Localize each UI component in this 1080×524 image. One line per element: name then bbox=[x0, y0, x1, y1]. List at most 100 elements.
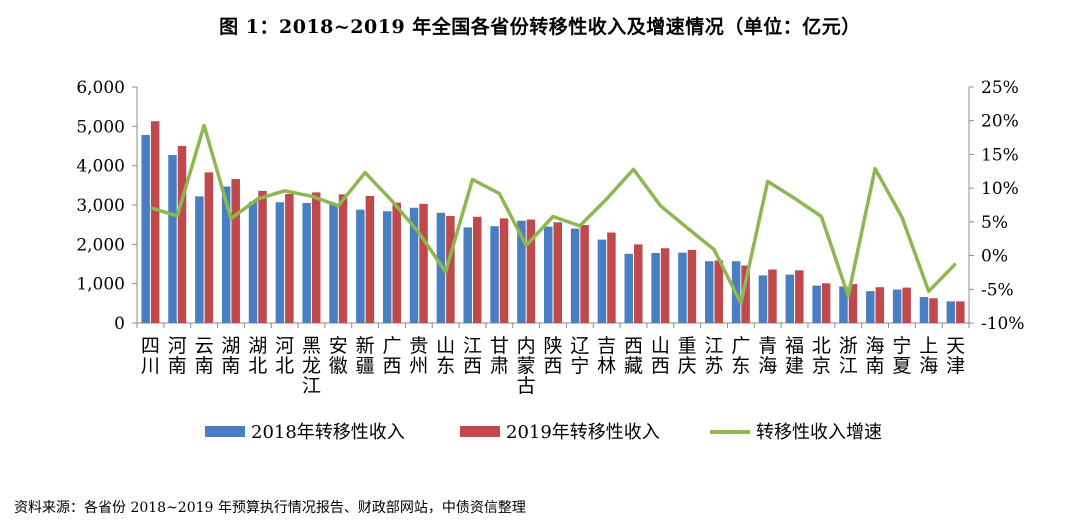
left-tick-label: 2,000 bbox=[76, 235, 125, 255]
category-label: 西 bbox=[543, 355, 562, 377]
category-label: 甘 bbox=[490, 335, 509, 357]
category-label: 江 bbox=[705, 335, 724, 357]
bar-2018 bbox=[141, 134, 150, 323]
right-tick-label: -5% bbox=[981, 280, 1014, 300]
category-label: 宁 bbox=[570, 355, 589, 377]
growth-line bbox=[149, 123, 957, 306]
category-label: 东 bbox=[436, 355, 455, 377]
category-label: 庆 bbox=[678, 355, 697, 377]
category-label: 广 bbox=[382, 335, 401, 357]
category-label: 龙 bbox=[302, 355, 321, 377]
category-label: 云 bbox=[195, 335, 214, 357]
bar-2019 bbox=[258, 190, 267, 323]
bar-2019 bbox=[821, 283, 831, 323]
bar-2018 bbox=[839, 286, 848, 323]
category-label: 广 bbox=[731, 335, 750, 357]
bar-2019 bbox=[446, 216, 455, 323]
bar-2019 bbox=[929, 298, 938, 323]
category-label: 西 bbox=[624, 335, 643, 357]
chart-title: 图 1：2018~2019 年全国各省份转移性收入及增速情况（单位：亿元） bbox=[219, 16, 861, 38]
right-tick-label: 5% bbox=[981, 213, 1008, 233]
category-label: 西 bbox=[651, 355, 670, 377]
left-tick-label: 3,000 bbox=[76, 196, 125, 216]
bar-2018 bbox=[705, 261, 714, 323]
category-label: 宁 bbox=[892, 335, 911, 357]
right-tick-label: 10% bbox=[981, 179, 1019, 199]
bar-2018 bbox=[624, 253, 634, 323]
bar-2018 bbox=[651, 252, 660, 323]
bar-2018 bbox=[517, 220, 526, 323]
bar-2018 bbox=[758, 275, 768, 323]
category-label: 青 bbox=[758, 335, 777, 357]
bar-2018 bbox=[678, 252, 687, 323]
right-tick-label: 0% bbox=[981, 247, 1008, 267]
category-label: 福 bbox=[785, 335, 804, 357]
left-tick-label: 5,000 bbox=[76, 117, 125, 137]
bar-2019 bbox=[768, 269, 777, 323]
category-label: 山 bbox=[651, 335, 670, 357]
bar-2019 bbox=[607, 232, 616, 323]
category-label: 四 bbox=[141, 335, 160, 357]
bar-2018 bbox=[463, 227, 472, 323]
category-label: 苏 bbox=[705, 355, 724, 377]
bar-2019 bbox=[392, 202, 401, 323]
bar-2019 bbox=[311, 192, 321, 323]
bar-2019 bbox=[285, 193, 294, 323]
category-label: 北 bbox=[275, 355, 294, 377]
category-label: 陕 bbox=[543, 335, 562, 357]
bar-2018 bbox=[597, 239, 607, 323]
category-label: 河 bbox=[168, 335, 187, 357]
right-tick-label: -10% bbox=[981, 314, 1025, 334]
left-tick-label: 4,000 bbox=[76, 157, 125, 177]
legend-label-growth: 转移性收入增速 bbox=[756, 422, 882, 443]
bar-2019 bbox=[553, 222, 562, 323]
bar-2018 bbox=[866, 291, 875, 323]
category-label: 黑 bbox=[302, 335, 321, 357]
bar-2018 bbox=[195, 196, 204, 323]
chart-canvas: 0 1,000 2,000 3,000 4,000 5,000 6,000 -10% -5% 0%… bbox=[76, 78, 1025, 443]
category-label: 浙 bbox=[839, 335, 858, 357]
bar-2019 bbox=[875, 287, 885, 323]
category-label: 南 bbox=[221, 355, 240, 377]
legend-label-2019: 2019年转移性收入 bbox=[506, 422, 660, 443]
bar-2018 bbox=[302, 203, 311, 323]
bar-2018 bbox=[275, 202, 285, 323]
category-label: 辽 bbox=[570, 335, 589, 357]
right-tick-label: 15% bbox=[981, 145, 1019, 165]
category-label: 重 bbox=[678, 335, 697, 357]
category-label: 南 bbox=[168, 355, 187, 377]
category-label: 肃 bbox=[490, 355, 509, 377]
category-label: 夏 bbox=[892, 355, 911, 377]
bar-2019 bbox=[472, 216, 482, 323]
category-label: 北 bbox=[248, 355, 267, 377]
bar-2019 bbox=[499, 218, 509, 323]
bar-2018 bbox=[812, 285, 821, 323]
category-label: 海 bbox=[758, 355, 777, 377]
bar-2019 bbox=[150, 121, 160, 323]
category-label: 安 bbox=[329, 335, 348, 357]
bar-2018 bbox=[409, 207, 419, 323]
bar-2019 bbox=[741, 265, 750, 323]
category-label: 新 bbox=[356, 335, 375, 357]
category-label: 河 bbox=[275, 335, 294, 357]
bar-2019 bbox=[365, 195, 375, 323]
category-label: 贵 bbox=[409, 335, 428, 357]
right-tick-label: 25% bbox=[981, 78, 1019, 98]
category-label: 蒙 bbox=[517, 355, 536, 377]
bar-2018 bbox=[168, 155, 177, 323]
bar-2019 bbox=[526, 219, 536, 323]
category-label: 林 bbox=[597, 355, 616, 377]
bar-2019 bbox=[231, 179, 240, 323]
category-label: 江 bbox=[463, 335, 482, 357]
legend-swatch-2018 bbox=[205, 426, 245, 437]
category-label: 建 bbox=[785, 355, 804, 377]
category-label: 湖 bbox=[221, 335, 240, 357]
category-label: 江 bbox=[839, 355, 858, 377]
bar-2018 bbox=[892, 289, 902, 323]
bar-2018 bbox=[221, 186, 231, 323]
bar-2019 bbox=[956, 301, 965, 323]
bar-2019 bbox=[634, 244, 643, 323]
bar-2018 bbox=[356, 209, 365, 323]
category-label: 南 bbox=[866, 355, 885, 377]
bar-2018 bbox=[544, 226, 553, 323]
